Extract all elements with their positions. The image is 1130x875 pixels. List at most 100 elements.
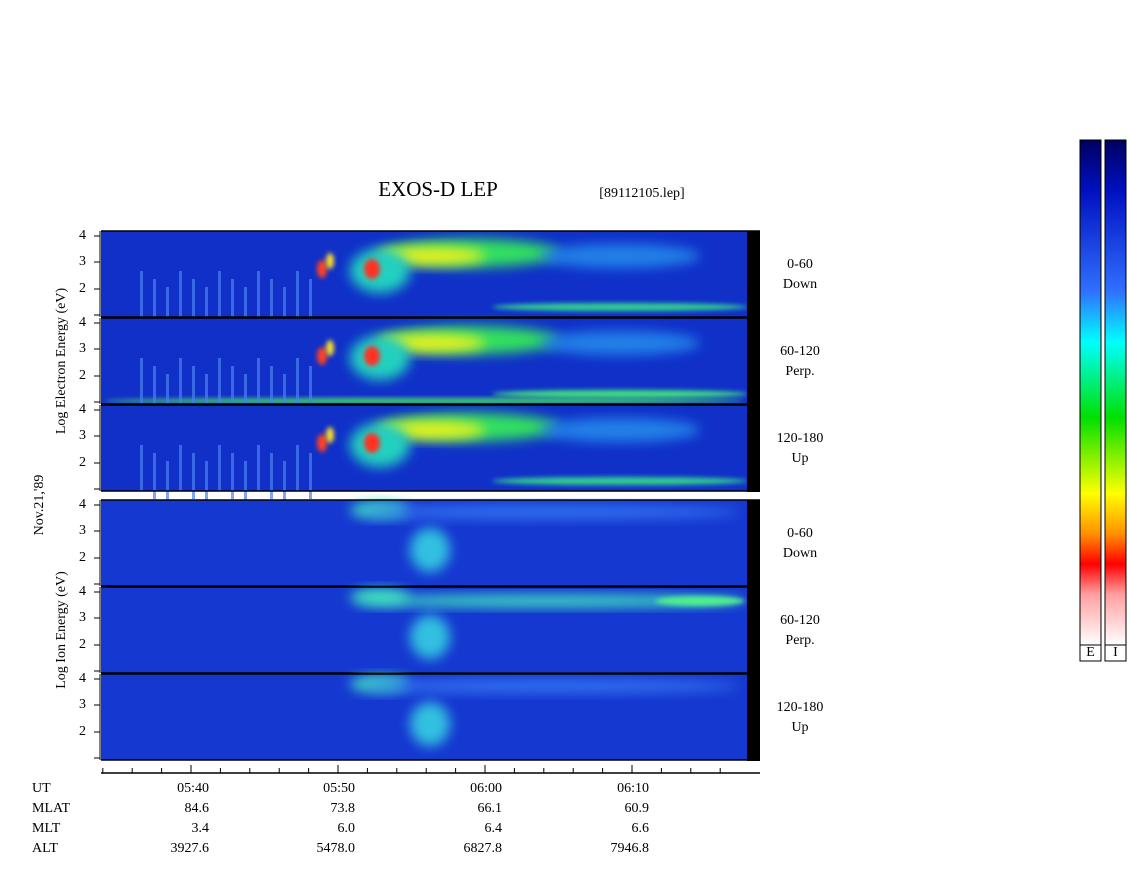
spectral-feature — [540, 331, 700, 355]
spectral-streak — [179, 445, 182, 491]
spectral-feature — [326, 427, 334, 443]
spectral-feature — [410, 528, 450, 572]
y-tick-label: 3 — [79, 697, 86, 712]
spectral-streak — [257, 445, 260, 491]
spectral-streak — [153, 366, 156, 412]
y-tick-label: 3 — [79, 610, 86, 625]
ephemeris-value: 7946.8 — [611, 841, 650, 856]
y-tick-label: 4 — [79, 497, 86, 512]
panel-strip — [747, 500, 760, 587]
panel-texture — [140, 413, 747, 507]
y-tick-label: 3 — [79, 428, 86, 443]
spectral-feature — [492, 390, 747, 398]
spectral-streak — [179, 271, 182, 317]
spectral-streak — [166, 461, 169, 507]
spectral-streak — [231, 453, 234, 499]
spectral-feature — [317, 347, 327, 365]
ephemeris-value: 6.4 — [485, 821, 503, 836]
ephemeris-value: 5478.0 — [317, 841, 356, 856]
spectral-feature — [364, 346, 380, 366]
panel-strip — [747, 674, 760, 761]
y-tick-label: 3 — [79, 341, 86, 356]
spectral-streak — [166, 374, 169, 420]
spectral-streak — [257, 358, 260, 404]
y-tick-label: 2 — [79, 281, 86, 296]
spectral-streak — [140, 445, 143, 491]
colorbar-label: E — [1086, 645, 1095, 660]
file-name: [89112105.lep] — [599, 186, 684, 201]
time-ticks — [102, 765, 721, 773]
panel-texture — [140, 239, 747, 333]
spectral-streak — [218, 358, 221, 404]
spectral-streak — [283, 287, 286, 333]
y-tick-label: 4 — [79, 315, 86, 330]
y-tick-label: 2 — [79, 550, 86, 565]
panels: 4 3 2 0-60 Down 4 3 2 60-120 Perp. 4 3 2 120-180 Up 4 3 2… — [79, 228, 823, 761]
spectral-feature — [350, 423, 410, 467]
angle-label: 120-180 — [777, 700, 824, 715]
panel-texture — [350, 502, 740, 572]
ephemeris-value: 6827.8 — [464, 841, 503, 856]
ephemeris-value: 84.6 — [185, 801, 210, 816]
ephemeris-value: 6.0 — [338, 821, 356, 836]
y-tick-label: 4 — [79, 584, 86, 599]
spectral-streak — [296, 445, 299, 491]
ephemeris-name: MLAT — [32, 801, 71, 816]
y-tick-label: 2 — [79, 368, 86, 383]
spectral-feature — [104, 398, 744, 404]
colorbar-label: I — [1113, 645, 1118, 660]
angle-label: 0-60 — [787, 526, 813, 541]
panel-strip — [747, 405, 760, 492]
direction-label: Up — [791, 451, 808, 466]
colorbar-ion — [1104, 139, 1127, 646]
spectral-feature — [360, 505, 740, 519]
panel-strip — [747, 231, 760, 318]
spectral-streak — [192, 453, 195, 499]
spectral-streak — [179, 358, 182, 404]
spectral-streak — [270, 279, 273, 325]
title: EXOS-D LEP — [378, 177, 498, 201]
spectral-streak — [218, 271, 221, 317]
y-tick-label: 2 — [79, 455, 86, 470]
spectral-feature — [317, 434, 327, 452]
spectral-streak — [309, 453, 312, 499]
spectral-streak — [205, 374, 208, 420]
spectral-streak — [244, 461, 247, 507]
spectral-feature — [355, 595, 745, 607]
ephemeris: UT 05:40 05:50 06:00 06:10 MLAT 84.6 73.8 66.1 60… — [32, 781, 649, 856]
spectral-streak — [309, 279, 312, 325]
y-tick-label: 4 — [79, 402, 86, 417]
panel-strip — [747, 318, 760, 405]
spectral-feature — [364, 259, 380, 279]
y-tick-label: 2 — [79, 724, 86, 739]
angle-label: 0-60 — [787, 257, 813, 272]
spectral-feature — [410, 615, 450, 659]
spectral-feature — [317, 260, 327, 278]
angle-label: 60-120 — [780, 344, 820, 359]
spectral-feature — [540, 418, 700, 442]
date-label: Nov.21,'89 — [32, 475, 47, 536]
spectral-streak — [296, 271, 299, 317]
spectral-feature — [655, 596, 745, 606]
angle-label: 120-180 — [777, 431, 824, 446]
spectral-feature — [350, 249, 410, 293]
direction-label: Up — [791, 720, 808, 735]
spectral-feature — [492, 477, 747, 485]
colorbar-box — [1079, 644, 1102, 662]
panel-texture — [350, 589, 745, 659]
y-tick-label: 3 — [79, 254, 86, 269]
ion-axis-label: Log Ion Energy (eV) — [54, 571, 69, 689]
spectral-streak — [153, 453, 156, 499]
ephemeris-value: 05:50 — [323, 781, 355, 796]
spectral-streak — [140, 358, 143, 404]
spectral-feature — [326, 253, 334, 269]
spectral-streak — [257, 271, 260, 317]
ephemeris-value: 6.6 — [632, 821, 650, 836]
spectral-feature — [350, 336, 410, 380]
colorbar-electron — [1079, 139, 1102, 646]
ephemeris-value: 73.8 — [331, 801, 356, 816]
direction-label: Perp. — [785, 364, 814, 379]
spectral-streak — [270, 366, 273, 412]
spectral-feature — [492, 303, 747, 311]
spectral-streak — [192, 279, 195, 325]
